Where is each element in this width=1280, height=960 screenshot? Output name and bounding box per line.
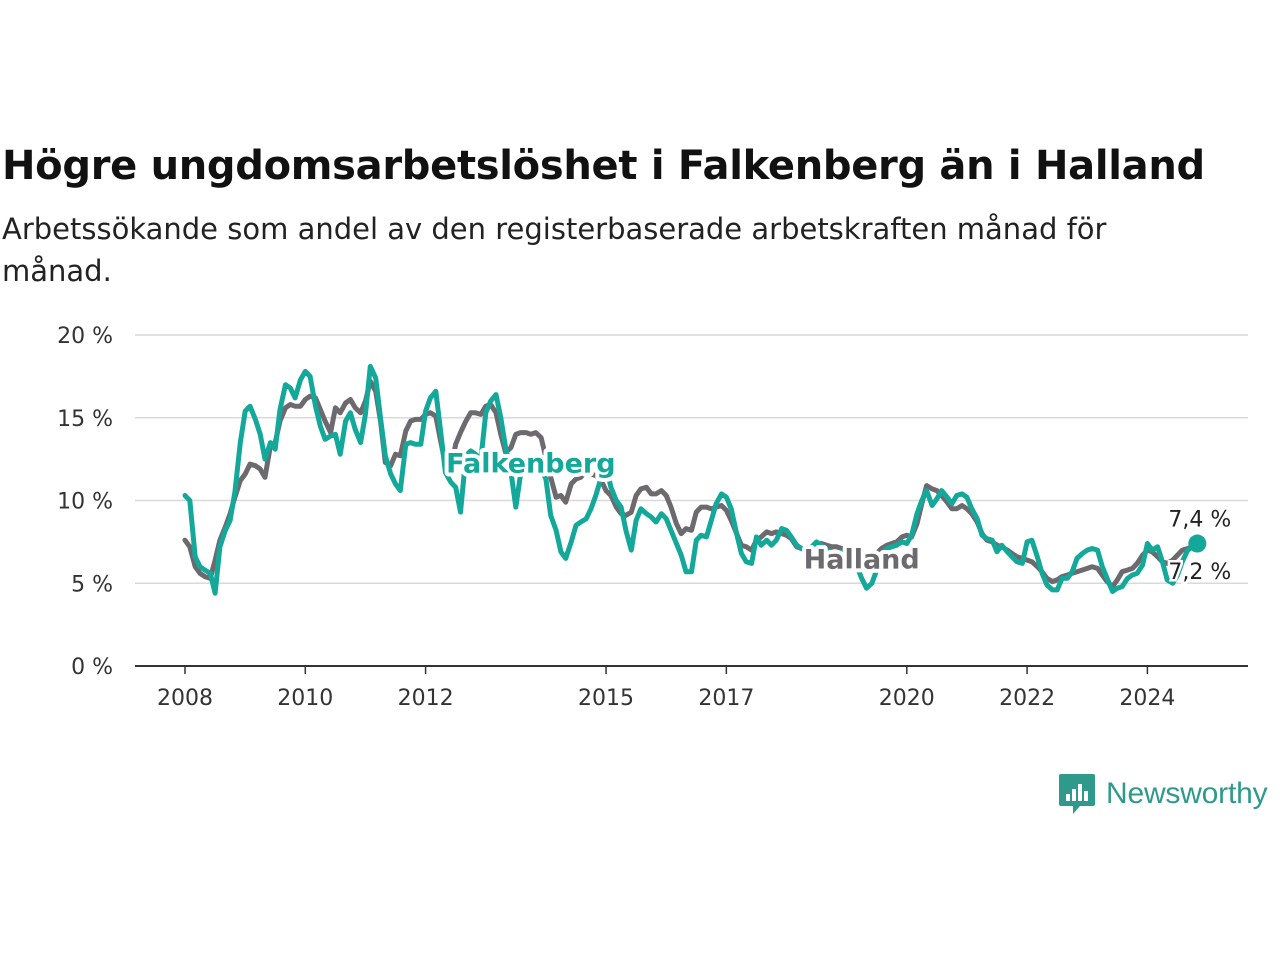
y-tick-label: 5 % [71, 572, 113, 597]
x-tick-label: 2008 [157, 686, 213, 711]
series-line-halland [182, 378, 1200, 590]
x-tick-label: 2024 [1119, 686, 1175, 711]
falkenberg-end-point [1188, 534, 1207, 553]
series-line-falkenberg [182, 363, 1200, 596]
brand-name: Newsworthy [1106, 777, 1268, 810]
x-tick-label: 2010 [277, 686, 333, 711]
axes: 0 % 5 % 10 % 15 % 20 % 2008 2010 2012 2015 2017 20… [57, 324, 1248, 711]
chart-subtitle: Arbetssökande som andel av den registerb… [2, 212, 1107, 288]
series-label-falkenberg: Falkenberg [446, 448, 615, 479]
series-labels: Falkenberg Halland 7,4 % 7,2 % [442, 444, 1234, 587]
y-tick-label: 15 % [57, 407, 113, 432]
y-tick-label: 0 % [71, 655, 113, 680]
chart-title: Högre ungdomsarbetslöshet i Falkenberg ä… [2, 143, 1205, 189]
x-tick-label: 2017 [698, 686, 754, 711]
series-label-halland: Halland [804, 544, 920, 575]
newsworthy-brand[interactable]: Newsworthy [1058, 772, 1268, 816]
halland-end-label: 7,2 % [1168, 560, 1231, 585]
y-tick-label: 20 % [57, 324, 113, 349]
x-tick-label: 2022 [999, 686, 1055, 711]
series-lines [182, 363, 1200, 596]
y-tick-label: 10 % [57, 490, 113, 515]
falkenberg-end-label: 7,4 % [1168, 508, 1231, 533]
x-tick-label: 2012 [398, 686, 454, 711]
x-tick-label: 2020 [879, 686, 935, 711]
newsworthy-logo-icon [1059, 774, 1095, 814]
x-tick-label: 2015 [578, 686, 634, 711]
